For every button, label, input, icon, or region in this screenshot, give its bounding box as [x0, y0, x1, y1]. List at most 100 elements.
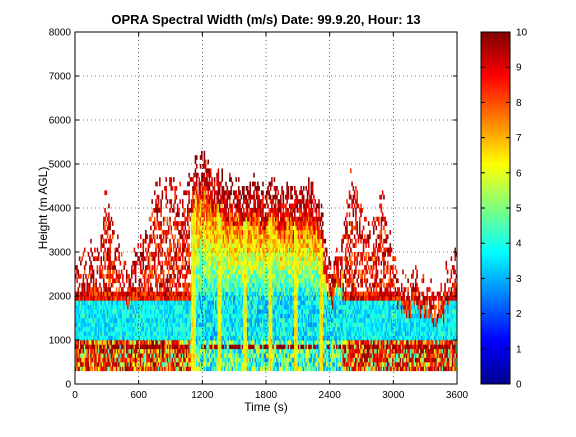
heatmap-cell [87, 366, 90, 372]
heatmap-cell [187, 203, 189, 209]
heatmap-cell [133, 313, 136, 319]
heatmap-cell [114, 322, 117, 328]
heatmap-cell [160, 313, 162, 319]
heatmap-cell [132, 318, 134, 323]
heatmap-cell [239, 212, 241, 218]
heatmap-cell [208, 326, 211, 332]
heatmap-cell [137, 335, 139, 341]
heatmap-cell [147, 348, 150, 354]
heatmap-cell [94, 331, 96, 336]
heatmap-cell [216, 208, 218, 213]
heatmap-cell [188, 348, 190, 354]
heatmap-cell [165, 287, 167, 292]
heatmap-cell [231, 269, 234, 275]
heatmap-cell [248, 357, 250, 363]
heatmap-cell [216, 313, 218, 319]
heatmap-cell [108, 221, 110, 226]
heatmap-cell [216, 287, 218, 292]
heatmap-cell [241, 313, 244, 319]
heatmap-cell [160, 348, 162, 354]
heatmap-cell [229, 282, 231, 288]
heatmap-cell [117, 309, 119, 314]
heatmap-cell [217, 247, 220, 253]
heatmap-cell [216, 348, 218, 354]
heatmap-cell [101, 304, 104, 310]
heatmap-cell [248, 309, 250, 314]
heatmap-cell [239, 282, 241, 288]
heatmap-cell [174, 282, 176, 288]
heatmap-cell [187, 221, 189, 226]
heatmap-cell [92, 326, 95, 332]
heatmap-cell [192, 318, 194, 323]
heatmap-cell [103, 243, 105, 248]
heatmap-cell [109, 265, 111, 270]
heatmap-cell [156, 313, 159, 319]
heatmap-cell [230, 252, 232, 257]
heatmap-cell [209, 304, 212, 310]
heatmap-cell [236, 313, 239, 319]
heatmap-cell [137, 296, 139, 301]
heatmap-cell [232, 225, 235, 231]
heatmap-cell [139, 353, 142, 358]
heatmap-cell [185, 326, 188, 332]
heatmap-cell [106, 366, 109, 372]
heatmap-cell [179, 318, 181, 323]
heatmap-cell [229, 208, 231, 213]
heatmap-cell [148, 296, 151, 301]
heatmap-cell [183, 304, 185, 310]
heatmap-cell [212, 247, 215, 253]
heatmap-cell [218, 318, 221, 323]
heatmap-cell [175, 194, 178, 200]
heatmap-cell [173, 256, 175, 262]
heatmap-cell [206, 278, 208, 284]
heatmap-cell [136, 291, 138, 297]
heatmap-cell [150, 313, 152, 319]
heatmap-cell [211, 353, 213, 358]
heatmap-cell [137, 318, 139, 323]
heatmap-cell [194, 362, 197, 367]
heatmap-cell [184, 243, 187, 248]
heatmap-cell [160, 331, 162, 336]
heatmap-cell [239, 260, 241, 266]
heatmap-cell [145, 340, 147, 345]
heatmap-cell [234, 304, 236, 310]
heatmap-cell [159, 260, 161, 266]
heatmap-cell [231, 212, 234, 218]
heatmap-cell [95, 256, 97, 262]
heatmap-cell [167, 296, 170, 301]
heatmap-cell [207, 318, 209, 323]
heatmap-cell [218, 260, 221, 266]
heatmap-cell [202, 296, 204, 301]
heatmap-cell [152, 322, 155, 328]
heatmap-cell [103, 278, 105, 284]
heatmap-cell [204, 353, 207, 358]
heatmap-cell [240, 291, 243, 297]
heatmap-cell [162, 234, 165, 240]
heatmap-cell [213, 291, 216, 297]
heatmap-cell [152, 265, 155, 270]
heatmap-cell [207, 194, 209, 200]
heatmap-cell [218, 335, 221, 341]
heatmap-cell [87, 313, 90, 319]
heatmap-cell [80, 291, 82, 297]
heatmap-cell [240, 221, 243, 226]
heatmap-cell [194, 194, 197, 200]
heatmap-cell [201, 234, 203, 240]
heatmap-cell [207, 296, 209, 301]
heatmap-cell [197, 221, 199, 226]
heatmap-cell [104, 304, 106, 310]
heatmap-cell [125, 366, 128, 372]
heatmap-cell [83, 282, 86, 288]
heatmap-cell [97, 300, 100, 306]
heatmap-cell [218, 252, 221, 257]
heatmap-cell [192, 221, 194, 226]
heatmap-cell [222, 225, 225, 231]
heatmap-cell [204, 212, 207, 218]
heatmap-cell [115, 309, 118, 314]
heatmap-cell [95, 309, 97, 314]
heatmap-cell [227, 318, 230, 323]
heatmap-cell [192, 326, 194, 332]
heatmap-cell [237, 194, 240, 200]
heatmap-cell [192, 348, 194, 354]
heatmap-cell [164, 340, 166, 345]
